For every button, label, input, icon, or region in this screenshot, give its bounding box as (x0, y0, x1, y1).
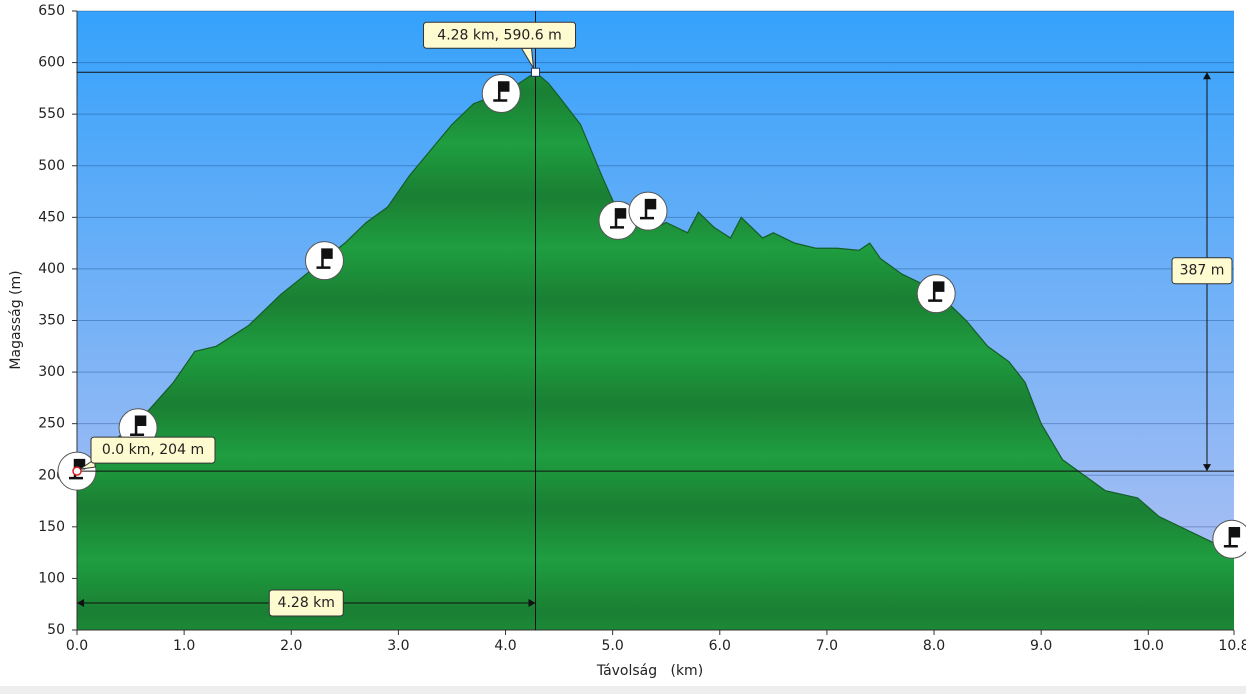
y-tick-label: 250 (38, 416, 65, 432)
x-tick-label: 10.8 (1218, 638, 1246, 654)
y-tick-label: 500 (38, 158, 65, 174)
footer-strip (0, 686, 1246, 694)
x-axis-title: Távolság (km) (596, 663, 703, 679)
elevation-area (77, 72, 1234, 630)
waypoint (916, 274, 956, 314)
x-tick-label: 7.0 (816, 638, 838, 654)
y-tick-label: 300 (38, 364, 65, 380)
waypoint-circle (481, 74, 521, 114)
waypoint (628, 191, 668, 231)
waypoint-circle (304, 241, 344, 281)
distance-label: 4.28 km (278, 595, 335, 611)
height-arrow-head (1203, 72, 1211, 80)
cursor-label-box (423, 21, 577, 49)
distance-arrow-head (77, 599, 84, 607)
waypoint (304, 241, 344, 281)
x-tick-label: 1.0 (173, 638, 195, 654)
waypoint-flag (928, 281, 945, 302)
y-tick-label: 450 (38, 209, 65, 225)
y-tick-label: 650 (38, 3, 65, 19)
waypoint-flag (610, 208, 627, 229)
x-tick-label: 5.0 (602, 638, 624, 654)
y-tick-label: 600 (38, 55, 65, 71)
y-tick-label: 350 (38, 313, 65, 329)
waypoint-flag (130, 415, 147, 437)
y-tick-label: 150 (38, 519, 65, 535)
height-label: 387 m (1180, 263, 1225, 279)
start-label: 0.0 km, 204 m (102, 442, 204, 458)
cursor-label: 4.28 km, 590.6 m (437, 27, 561, 43)
waypoint-flag (316, 248, 333, 269)
waypoint-flag (1223, 526, 1241, 548)
x-tick-label: 10.0 (1133, 638, 1164, 654)
y-tick-label: 100 (38, 570, 65, 586)
y-tick-label: 550 (38, 106, 65, 122)
x-tick-label: 2.0 (280, 638, 302, 654)
y-axis-title: Magasság (m) (8, 270, 24, 369)
y-tick-label: 50 (47, 622, 65, 638)
x-tick-label: 4.0 (494, 638, 516, 654)
distance-label-box (268, 589, 344, 617)
waypoint-flag (493, 81, 510, 102)
elevation-line (76, 71, 1235, 551)
waypoint (1212, 519, 1246, 559)
height-label-box (1171, 257, 1233, 285)
start-point (72, 466, 82, 476)
waypoint-circle (628, 191, 668, 231)
distance-arrow-head (528, 599, 536, 607)
x-tick-label: 3.0 (387, 638, 409, 654)
cursor-point (531, 67, 541, 77)
start-label-box (90, 436, 216, 464)
waypoint-circle (916, 274, 956, 314)
height-arrow-head (1203, 464, 1211, 472)
x-tick-label: 6.0 (709, 638, 731, 654)
x-tick-label: 0.0 (66, 638, 88, 654)
y-tick-label: 400 (38, 261, 65, 277)
waypoint-flag (640, 198, 657, 220)
x-tick-label: 9.0 (1030, 638, 1052, 654)
x-tick-label: 8.0 (923, 638, 945, 654)
waypoint (481, 74, 521, 114)
